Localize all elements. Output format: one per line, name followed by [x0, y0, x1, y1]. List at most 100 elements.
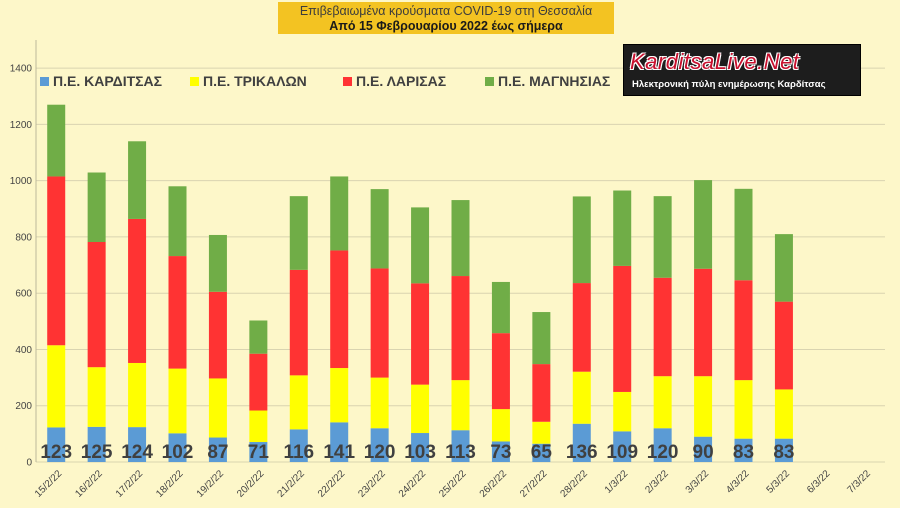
bar-segment	[128, 141, 147, 219]
bar-segment	[613, 265, 632, 392]
y-tick-label: 800	[15, 232, 32, 243]
x-tick-label: 24/2/22	[397, 468, 429, 500]
legend-entry: Π.Ε. ΛΑΡΙΣΑΣ	[356, 73, 446, 89]
bar-segment	[87, 241, 106, 368]
bar-segment	[532, 312, 551, 365]
bar-segment	[491, 333, 510, 410]
chart-subtitle: Από 15 Φεβρουαρίου 2022 έως σήμερα	[329, 19, 563, 33]
x-tick-label: 23/2/22	[356, 468, 388, 500]
bar-segment	[532, 364, 551, 422]
data-label: 73	[490, 442, 511, 463]
x-tick-label: 1/3/22	[603, 468, 631, 496]
x-tick-label: 25/2/22	[437, 468, 469, 500]
data-label: 90	[693, 442, 714, 463]
x-tick-label: 4/3/22	[724, 468, 752, 496]
bar-segment	[613, 190, 632, 266]
x-tick-label: 18/2/22	[154, 468, 186, 500]
bar-segment	[289, 375, 308, 430]
bar-segment	[653, 376, 672, 429]
x-tick-label: 22/2/22	[316, 468, 348, 500]
bar-segment	[168, 368, 187, 434]
legend-entry: Π.Ε. ΜΑΓΝΗΣΙΑΣ	[498, 73, 610, 89]
x-tick-label: 21/2/22	[276, 468, 308, 500]
bar-segment	[411, 433, 430, 462]
bar-segment	[572, 283, 591, 372]
data-label: 65	[531, 442, 553, 463]
legend-entry: Π.Ε. ΤΡΙΚΑΛΩΝ	[203, 73, 307, 89]
bar-segment	[47, 176, 66, 346]
bar-segment	[370, 189, 389, 269]
bar-segment	[47, 104, 66, 177]
bar-segment	[168, 256, 187, 369]
x-tick-label: 27/2/22	[518, 468, 550, 500]
bar-segment	[734, 380, 753, 439]
bar-segment	[128, 362, 147, 428]
chart-title: Επιβεβαιωμένα κρούσματα COVID-19 στη Θεσ…	[299, 4, 593, 18]
x-tick-label: 20/2/22	[235, 468, 267, 500]
bar-segment	[451, 380, 470, 431]
bar-segment	[694, 376, 713, 437]
bar-segment	[491, 441, 510, 462]
bar-segment	[249, 410, 268, 443]
bar-segment	[451, 276, 470, 381]
logo-tagline: Ηλεκτρονική πύλη ενημέρωσης Καρδίτσας	[632, 79, 826, 90]
bar-segment	[370, 428, 389, 462]
bar-segment	[572, 196, 591, 284]
bar-segment	[168, 433, 187, 462]
bar-segment	[572, 423, 591, 462]
bar-segment	[87, 426, 106, 462]
bar-segment	[613, 431, 632, 462]
bar-segment	[289, 269, 308, 376]
legend-swatch	[40, 77, 49, 86]
bar-segment	[491, 281, 510, 334]
legend-swatch	[485, 77, 494, 86]
data-label: 87	[207, 442, 228, 463]
legend-swatch	[190, 77, 199, 86]
bar-segment	[128, 427, 147, 462]
legend-swatch	[343, 77, 352, 86]
bar-segment	[330, 250, 349, 369]
x-tick-label: 26/2/22	[478, 468, 510, 500]
x-tick-label: 7/3/22	[845, 468, 873, 496]
x-tick-label: 6/3/22	[805, 468, 833, 496]
x-tick-label: 2/3/22	[643, 468, 671, 496]
x-tick-label: 5/3/22	[765, 468, 793, 496]
bar-segment	[249, 353, 268, 411]
y-tick-label: 1000	[10, 176, 33, 187]
bar-segment	[653, 196, 672, 278]
bar-segment	[168, 186, 187, 257]
data-label: 83	[733, 442, 754, 463]
x-tick-label: 28/2/22	[559, 468, 591, 500]
data-label: 113	[445, 442, 476, 463]
bar-segment	[208, 291, 227, 379]
bar-segment	[532, 421, 551, 444]
bar-segment	[694, 268, 713, 377]
bar-segment	[289, 429, 308, 462]
karditsalive-logo[interactable]: KarditsaLive.Net Ηλεκτρονική πύλη ενημέρ…	[623, 44, 861, 96]
data-label: 136	[566, 442, 598, 463]
data-label: 102	[162, 442, 194, 463]
bar-segment	[87, 172, 106, 242]
bar-segment	[47, 427, 66, 462]
bar-segment	[208, 378, 227, 438]
data-label: 123	[40, 442, 72, 463]
data-label: 124	[121, 442, 153, 463]
data-label: 83	[773, 442, 794, 463]
y-tick-label: 400	[15, 345, 32, 356]
data-label: 109	[606, 442, 638, 463]
bar-segment	[208, 234, 227, 292]
bar-segment	[734, 438, 753, 462]
x-tick-label: 17/2/22	[114, 468, 146, 500]
data-label: 71	[248, 442, 270, 463]
bar-segment	[330, 422, 349, 462]
data-label: 125	[81, 442, 113, 463]
y-tick-label: 600	[15, 289, 32, 300]
bar-segment	[128, 218, 147, 363]
bar-segment	[734, 280, 753, 381]
title-box: Επιβεβαιωμένα κρούσματα COVID-19 στη Θεσ…	[278, 2, 614, 34]
logo-name: KarditsaLive.Net	[630, 49, 800, 74]
bar-segment	[47, 345, 66, 428]
bar-segment	[249, 320, 268, 354]
